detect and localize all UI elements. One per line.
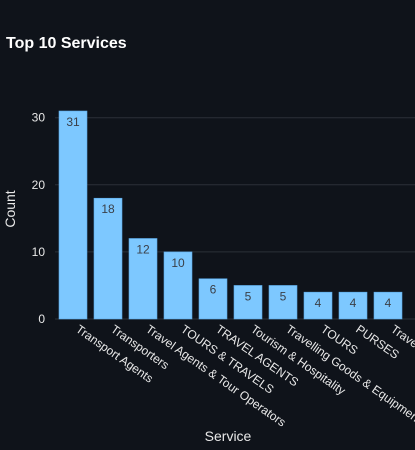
y-axis-title: Count: [2, 190, 18, 227]
y-tick-label: 30: [32, 111, 46, 125]
bar: [338, 291, 368, 320]
bar-value-label: 4: [385, 296, 392, 310]
bar-value-label: 5: [280, 289, 287, 303]
x-axis-title: Service: [205, 428, 252, 444]
bar-value-label: 10: [171, 256, 185, 270]
chart-title: Top 10 Services: [6, 35, 127, 52]
bar: [233, 285, 263, 320]
bar-value-label: 12: [136, 242, 150, 256]
bar: [93, 197, 123, 320]
bar-value-labels: 31 18 12 10 6 5 5 4 4 4: [66, 115, 391, 310]
bar: [373, 291, 403, 320]
bar-value-label: 4: [315, 296, 322, 310]
bar: [198, 278, 228, 320]
bar: [268, 285, 298, 320]
y-tick-label: 10: [32, 245, 46, 259]
bar: [163, 251, 193, 320]
bar-value-label: 31: [66, 115, 80, 129]
y-axis-ticks: 0 10 20 30: [32, 111, 46, 326]
bar-value-label: 4: [350, 296, 357, 310]
bars: [58, 110, 403, 320]
bar: [58, 110, 88, 320]
y-tick-label: 0: [38, 312, 45, 326]
bar-value-label: 6: [210, 283, 217, 297]
y-tick-label: 20: [32, 178, 46, 192]
bar-value-label: 5: [245, 289, 252, 303]
bar: [128, 238, 158, 320]
bar: [303, 291, 333, 320]
bar-value-label: 18: [101, 202, 115, 216]
